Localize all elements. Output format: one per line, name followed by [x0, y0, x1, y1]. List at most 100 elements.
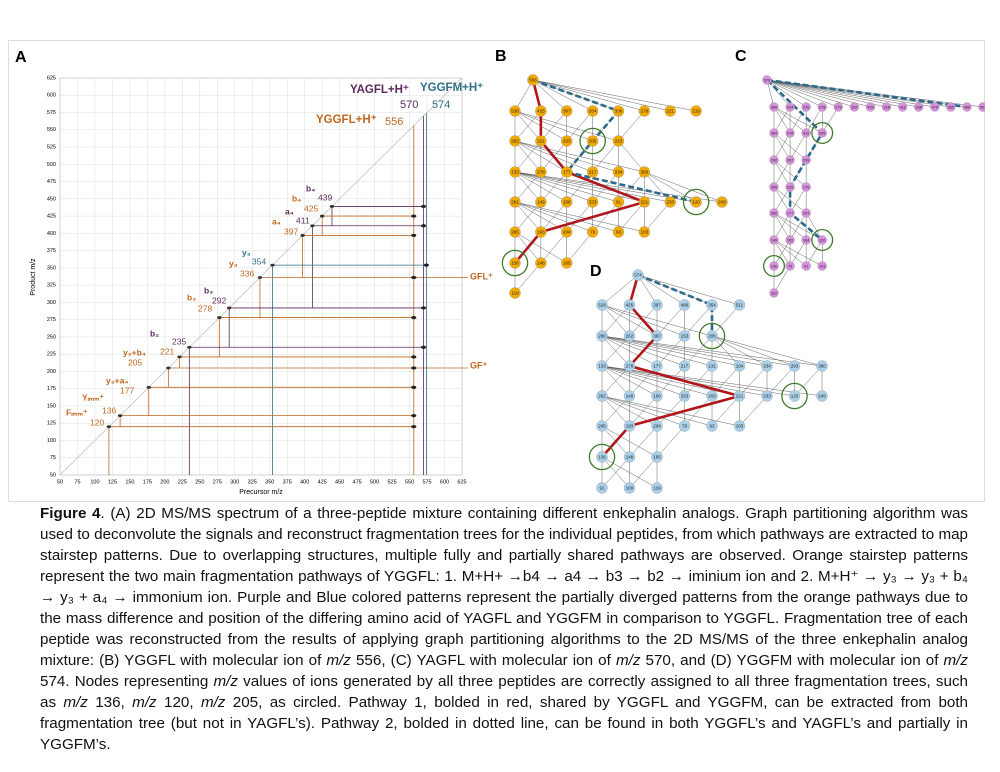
node-label: 336: [916, 105, 922, 109]
tree-node: [509, 135, 521, 147]
node-label: 397: [563, 108, 571, 113]
tree-edge: [514, 201, 542, 233]
node-label: 119: [771, 291, 777, 295]
tree-edge: [711, 335, 740, 367]
highlight-ring: [698, 322, 726, 350]
annotation-label: a₄: [285, 206, 294, 216]
x-tick-label: 225: [178, 479, 187, 485]
tree-node: [865, 102, 876, 112]
node-label: 262: [511, 138, 519, 143]
tree-node: [801, 128, 811, 138]
highlight-ring: [811, 228, 834, 251]
tree-node: [612, 135, 625, 147]
highlight-ring: [579, 127, 606, 155]
node-label: 221: [736, 393, 744, 398]
peak: [217, 316, 222, 319]
y-tick-label: 600: [47, 93, 56, 99]
tree-node: [638, 196, 651, 208]
node-label: 233: [763, 393, 771, 398]
tree-node: [849, 102, 860, 112]
peak: [411, 355, 417, 359]
y-tick-label: 575: [47, 110, 56, 116]
node-label: 109: [626, 485, 634, 490]
node-label: 511: [736, 302, 744, 307]
tree-edge: [601, 395, 713, 427]
x-tick-label: 600: [440, 479, 449, 485]
node-label: 278: [537, 169, 545, 174]
tree-edge: [532, 79, 671, 112]
caption-text: m/z: [326, 652, 351, 669]
annotation-label: y₃: [242, 247, 251, 257]
tree-node: [651, 360, 663, 372]
y-axis-label: Product m/z: [30, 258, 37, 296]
node-label: 411: [803, 131, 809, 135]
x-tick-label: 425: [318, 479, 327, 485]
tree-edge: [766, 79, 855, 108]
node-label: 119: [511, 290, 519, 295]
tree-edge: [766, 79, 903, 108]
tree-node: [816, 360, 828, 372]
node-label: 295: [511, 229, 519, 234]
y-tick-label: 500: [47, 162, 56, 168]
tree-edge: [766, 79, 887, 108]
tree-edge: [514, 171, 567, 203]
tree-edge: [656, 304, 685, 337]
node-label: 369: [641, 169, 649, 174]
tree-node: [769, 182, 779, 192]
peak: [411, 414, 417, 418]
tree-edge: [601, 365, 795, 397]
node-label: 91: [616, 199, 622, 204]
node-label: 103: [736, 423, 744, 428]
tree-edge: [773, 212, 807, 241]
tree-node: [509, 257, 521, 269]
tree-node: [623, 360, 636, 372]
y-tick-label: 325: [47, 283, 56, 289]
tree-edge: [773, 106, 807, 134]
node-label: 323: [681, 393, 689, 398]
annotation-value: 411: [296, 215, 310, 225]
node-label: 136: [598, 454, 606, 459]
node-label: 354: [708, 302, 716, 307]
node-label: 79: [590, 229, 596, 234]
tree-edge: [766, 365, 795, 397]
tree-edge: [711, 335, 823, 367]
tree-node: [801, 261, 811, 271]
tree-node: [638, 226, 651, 238]
node-label: 380: [818, 363, 826, 368]
tree-edge: [637, 274, 658, 306]
node-label: 262: [771, 211, 777, 215]
x-tick-label: 100: [90, 479, 99, 485]
tree-node: [678, 360, 691, 372]
annotation-label: YGGFL+H⁺: [316, 114, 377, 126]
tree-edge: [766, 79, 807, 108]
tree-edge: [773, 239, 823, 267]
annotation-label: y₃+a₄: [106, 375, 128, 385]
caption-text: 570, and (D) YGGFM with molecular ion of: [640, 652, 944, 669]
node-label: 479: [932, 105, 938, 109]
node-label: 207: [803, 211, 809, 215]
y-tick-label: 100: [47, 438, 56, 444]
tree-node: [651, 451, 663, 463]
annotation-label: YAGFL+H⁺: [350, 84, 409, 96]
tree-edge: [514, 110, 542, 142]
peak: [411, 315, 417, 320]
tree-edge: [773, 132, 791, 161]
node-label: 323: [589, 199, 597, 204]
tree-node: [651, 420, 663, 432]
node-label: 280: [598, 333, 606, 338]
tree-node: [596, 482, 608, 494]
tree-edge: [601, 395, 630, 427]
y-tick-label: 200: [47, 369, 56, 375]
tree-edge: [629, 456, 658, 489]
fragmentation-tree: 556 538 425 397 354 336 278 221 219 262 221 233 205 2…: [501, 74, 728, 299]
peak: [177, 355, 182, 359]
peak: [166, 366, 171, 370]
tree-node: [817, 235, 827, 245]
highlight-ring: [588, 443, 616, 471]
caption-text: 574. Nodes representing: [40, 673, 214, 690]
annotation-value: 177: [120, 385, 134, 395]
tree-node: [596, 360, 608, 372]
node-label: 221: [666, 108, 674, 113]
y-tick-label: 300: [47, 300, 56, 306]
node-label: 278: [787, 131, 793, 135]
